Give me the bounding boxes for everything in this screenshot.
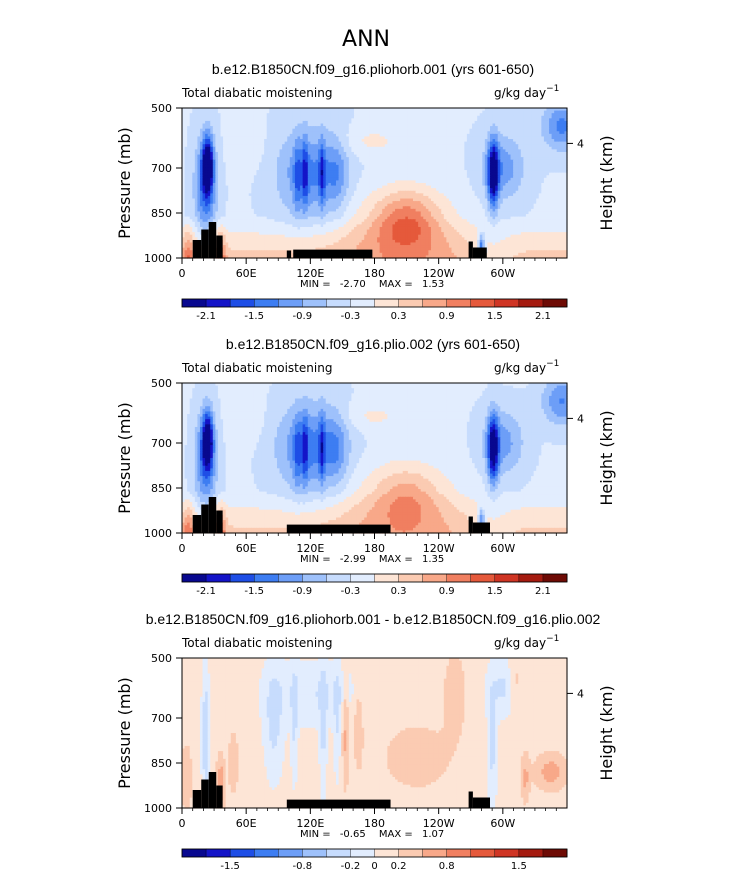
figure-title: ANN: [342, 27, 390, 52]
panel-pliohorb: b.e12.B1850CN.f09_g16.pliohorb.001 (yrs …: [115, 61, 616, 322]
variable-label: Total diabatic moistening: [181, 86, 332, 100]
contour-field: [182, 108, 568, 259]
units-text: g/kg day: [494, 86, 546, 100]
units-exponent: −1: [546, 84, 559, 94]
units-label: g/kg day−1: [494, 84, 559, 100]
figure: ANN b.e12.B1850CN.f09_g16.pliohorb.001 (…: [0, 0, 733, 888]
panel-title: b.e12.B1850CN.f09_g16.pliohorb.001 (yrs …: [212, 61, 534, 77]
